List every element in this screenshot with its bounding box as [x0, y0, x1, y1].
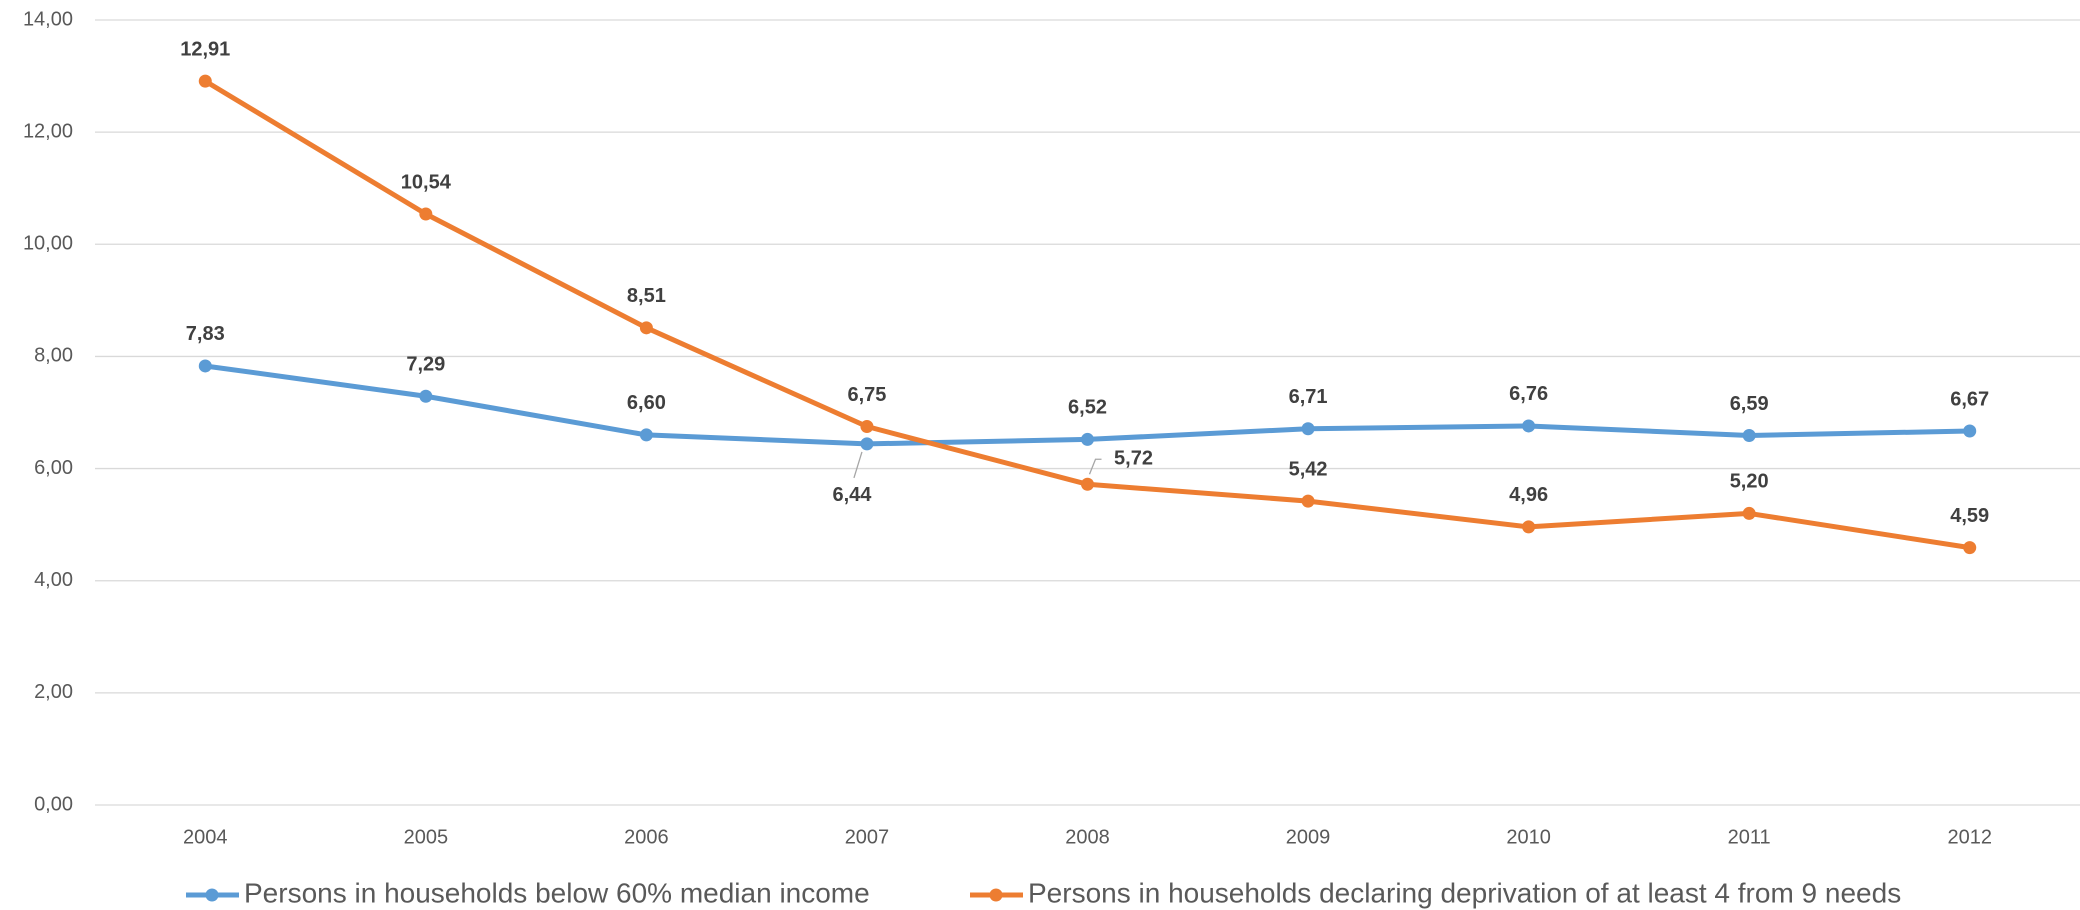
- data-label: 6,75: [847, 384, 886, 406]
- y-tick-label: 12,00: [23, 120, 73, 142]
- data-label: 4,59: [1950, 505, 1989, 527]
- data-label: 6,59: [1730, 393, 1769, 415]
- data-point: [1301, 422, 1315, 436]
- data-point: [1742, 428, 1756, 442]
- data-label: 12,91: [180, 38, 230, 60]
- y-tick-label: 4,00: [34, 569, 73, 591]
- y-tick-label: 14,00: [23, 8, 73, 30]
- data-point: [419, 207, 433, 221]
- data-point: [639, 321, 653, 335]
- leader-line: [1088, 458, 1102, 475]
- data-label: 6,76: [1509, 383, 1548, 405]
- leader-line: [853, 451, 863, 479]
- data-label: 6,71: [1289, 386, 1328, 408]
- data-point: [639, 428, 653, 442]
- data-label: 5,42: [1289, 458, 1328, 480]
- y-tick-label: 2,00: [34, 681, 73, 703]
- x-tick-label: 2006: [624, 826, 669, 848]
- series-line: [203, 78, 1971, 551]
- data-point: [1301, 494, 1315, 508]
- data-label: 7,83: [186, 323, 225, 345]
- data-label: 6,52: [1068, 397, 1107, 419]
- data-point: [860, 437, 874, 451]
- data-label: 6,60: [627, 392, 666, 414]
- data-label: 6,67: [1950, 388, 1989, 410]
- x-tick-label: 2009: [1286, 826, 1331, 848]
- y-tick-label: 8,00: [34, 345, 73, 367]
- legend-marker: [205, 888, 219, 902]
- data-point: [1081, 432, 1094, 446]
- x-tick-label: 2005: [404, 826, 449, 848]
- data-label: 5,20: [1730, 471, 1769, 493]
- data-label: 10,54: [401, 171, 452, 193]
- data-point: [860, 420, 874, 434]
- data-point: [1081, 477, 1094, 491]
- data-label: 4,96: [1509, 484, 1548, 506]
- data-point: [1963, 424, 1977, 438]
- x-tick-label: 2008: [1065, 826, 1110, 848]
- data-label: 6,44: [832, 484, 872, 506]
- y-tick-label: 10,00: [23, 233, 73, 255]
- data-point: [1742, 506, 1756, 520]
- data-point: [198, 74, 212, 88]
- data-point: [198, 359, 212, 373]
- x-tick-label: 2004: [183, 826, 228, 848]
- x-tick-label: 2007: [845, 826, 890, 848]
- data-point: [419, 389, 433, 403]
- data-label: 7,29: [406, 354, 445, 376]
- y-tick-label: 0,00: [34, 793, 73, 815]
- data-point: [1522, 419, 1536, 433]
- x-tick-label: 2011: [1728, 826, 1771, 848]
- data-point: [1522, 520, 1536, 534]
- x-tick-label: 2010: [1506, 826, 1551, 848]
- x-tick-label: 2012: [1947, 826, 1992, 848]
- y-tick-label: 6,00: [34, 457, 73, 479]
- data-point: [1963, 541, 1977, 555]
- legend-marker: [989, 888, 1003, 902]
- legend-label: Persons in households below 60% median i…: [244, 877, 870, 908]
- data-label: 5,72: [1114, 448, 1153, 470]
- legend-label: Persons in households declaring deprivat…: [1028, 877, 1901, 908]
- data-label: 8,51: [627, 285, 666, 307]
